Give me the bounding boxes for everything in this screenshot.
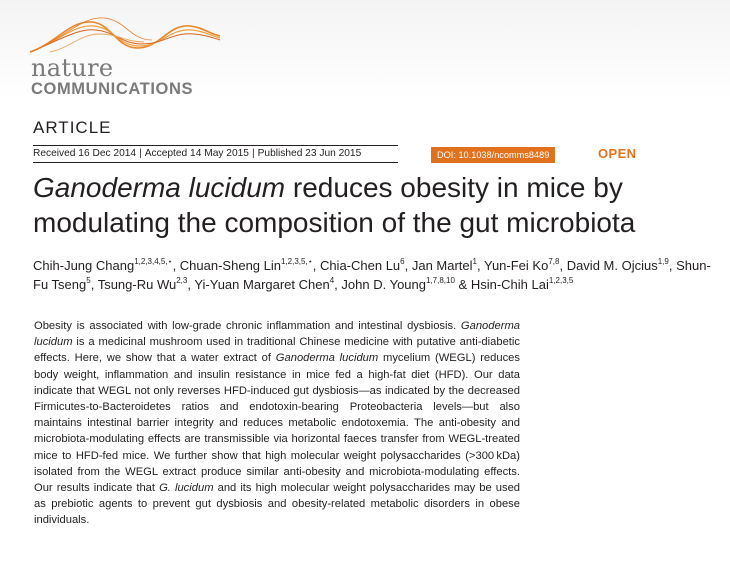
author-list: Chih-Jung Chang1,2,3,4,5,⋆, Chuan-Sheng … [33, 257, 711, 293]
author-entry[interactable]: John D. Young1,7,8,10 [341, 276, 455, 293]
article-title: Ganoderma lucidum reduces obesity in mic… [33, 170, 723, 240]
article-type-label: ARTICLE [33, 118, 112, 137]
author-entry[interactable]: Shun-Fu Tseng5 [33, 258, 711, 292]
authors-conjunction: & [458, 277, 468, 292]
author-name[interactable]: Chih-Jung Chang [33, 258, 135, 273]
author-entry[interactable]: Yi-Yuan Margaret Chen4 [194, 276, 335, 293]
author-name[interactable]: Hsin-Chih Lai [470, 277, 549, 292]
abstract-text: mycelium (WEGL) reduces body weight, inf… [34, 352, 520, 495]
author-name[interactable]: Chia-Chen Lu [319, 258, 401, 273]
author-affiliation: 1,7,8,10 [425, 276, 455, 285]
title-text: reduces obesity in mice by modulating th… [33, 172, 636, 238]
abstract-species-name: Ganoderma lucidum [275, 352, 379, 365]
abstract-text: Obesity is associated with low-grade chr… [34, 320, 461, 332]
author-name[interactable]: John D. Young [341, 277, 426, 292]
author-affiliation: 6 [400, 257, 405, 266]
author-name[interactable]: Chuan-Sheng Lin [179, 258, 281, 273]
received-date: Received 16 Dec 2014 [33, 148, 137, 159]
author-affiliation: 1,9 [657, 257, 669, 266]
accepted-date: Accepted 14 May 2015 [144, 148, 249, 159]
author-entry[interactable]: Hsin-Chih Lai1,2,3,5 [470, 276, 574, 293]
author-affiliation: 1 [472, 257, 477, 266]
author-entry[interactable]: David M. Ojcius1,9 [566, 257, 669, 274]
author-entry[interactable]: Yun-Fei Ko7,8 [484, 257, 560, 274]
author-affiliation: 4 [329, 276, 335, 285]
journal-logo-nature: nature [31, 54, 114, 82]
author-affiliation: 1,2,3,4,5,⋆ [134, 257, 173, 266]
author-entry[interactable]: Tsung-Ru Wu2,3 [97, 276, 188, 293]
author-affiliation: 1,2,3,5,⋆ [281, 257, 313, 266]
abstract: Obesity is associated with low-grade chr… [34, 318, 520, 529]
publication-history: Received 16 Dec 2014 | Accepted 14 May 201… [33, 145, 398, 163]
published-date: Published 23 Jun 2015 [257, 148, 362, 159]
author-affiliation: 7,8 [548, 257, 560, 266]
author-entry[interactable]: Chia-Chen Lu6 [319, 257, 405, 274]
history-separator: | [251, 148, 255, 159]
journal-header: nature COMMUNICATIONS [0, 0, 730, 108]
author-entry[interactable]: Jan Martel1 [411, 257, 477, 274]
author-affiliation: 5 [86, 276, 91, 285]
abstract-species-name: G. lucidum [159, 482, 214, 495]
nature-waves-logo-icon [30, 17, 220, 53]
author-name[interactable]: David M. Ojcius [566, 258, 658, 273]
author-entry[interactable]: Chuan-Sheng Lin1,2,3,5,⋆ [179, 257, 313, 274]
author-name[interactable]: Yun-Fei Ko [484, 258, 549, 273]
abstract-text: and its high molecular weight polysaccha… [34, 482, 521, 527]
open-access-label: OPEN [598, 146, 637, 161]
journal-logo-communications: COMMUNICATIONS [31, 80, 194, 98]
abstract-text: is a medicinal mushroom used in traditio… [34, 336, 520, 365]
author-affiliation: 2,3 [176, 276, 188, 285]
author-affiliation: 1,2,3,5 [548, 276, 574, 285]
author-name[interactable]: Shun-Fu Tseng [33, 258, 711, 292]
author-name[interactable]: Yi-Yuan Margaret Chen [194, 277, 330, 292]
author-name[interactable]: Tsung-Ru Wu [97, 277, 177, 292]
history-separator: | [139, 148, 142, 159]
doi-badge[interactable]: DOI: 10.1038/ncomms8489 [431, 147, 556, 163]
abstract-species-name: Ganoderma lucidum [34, 320, 520, 349]
title-species-name: Ganoderma lucidum [33, 172, 286, 203]
author-entry[interactable]: Chih-Jung Chang1,2,3,4,5,⋆ [33, 257, 173, 274]
author-name[interactable]: Jan Martel [411, 258, 473, 273]
